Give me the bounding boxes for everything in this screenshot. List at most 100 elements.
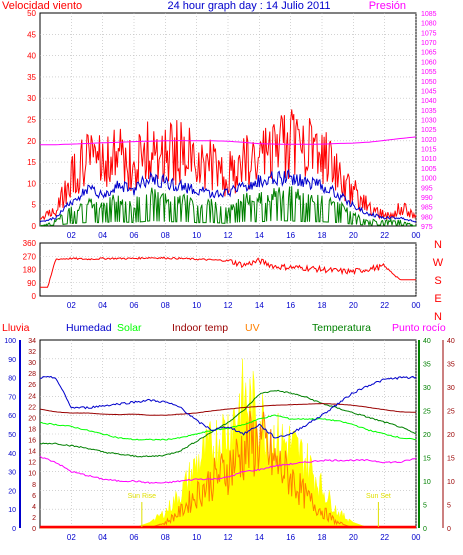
temperature-plot	[39, 358, 417, 529]
pressure-tick-label: 1015	[421, 147, 437, 154]
series-pressure-line	[40, 136, 417, 146]
x-tick-label: 02	[67, 301, 76, 310]
pressure-tick-label: 1085	[421, 11, 437, 18]
x-tick-label: 22	[380, 231, 389, 240]
pressure-tick-label: 1020	[421, 137, 437, 144]
wind-tick-label: 45	[27, 30, 36, 39]
direction-tick-label: 360	[23, 239, 37, 248]
wind-tick-label: 25	[27, 116, 36, 125]
indoor-tick-label: 28	[28, 371, 36, 378]
x-tick-label: 20	[349, 301, 358, 310]
direction-letter: N	[434, 311, 442, 323]
indoor-tick-label: 10	[28, 471, 36, 478]
pressure-tick-label: 1055	[421, 69, 437, 76]
sun-annotation-label: Sun Rise	[128, 493, 157, 500]
dewpoint-tick-label: 0	[447, 526, 451, 533]
x-tick-label: 20	[349, 533, 358, 542]
wind-tick-label: 35	[27, 73, 36, 82]
legend-item: Indoor temp	[172, 322, 228, 334]
indoor-tick-label: 24	[28, 393, 36, 400]
pressure-tick-label: 985	[421, 205, 433, 212]
direction-letter: N	[434, 239, 442, 251]
series-solar-line	[39, 414, 417, 441]
x-tick-label: 18	[318, 533, 327, 542]
pressure-tick-label: 1070	[421, 40, 437, 47]
x-tick-label: 18	[318, 301, 327, 310]
direction-tick-label: 270	[23, 252, 37, 261]
x-tick-label: 12	[224, 231, 233, 240]
x-tick-label: 14	[255, 533, 264, 542]
legend-item: UV	[245, 322, 260, 334]
x-tick-label: 10	[192, 231, 201, 240]
temperature-axes: 0102030405060708090100024681012141618202…	[4, 338, 455, 542]
legend-item: Punto rocío	[392, 322, 446, 334]
wind-axes: 0510152025303540455097598098599099510001…	[27, 9, 437, 240]
x-tick-label: 14	[255, 301, 264, 310]
direction-letter: E	[434, 293, 441, 305]
pressure-tick-label: 1045	[421, 88, 437, 95]
series-temperature-line	[39, 389, 417, 458]
x-tick-label: 18	[318, 231, 327, 240]
series-humidity-line	[39, 375, 417, 439]
wind-tick-label: 20	[27, 137, 36, 146]
humidity-tick-label: 30	[8, 470, 16, 477]
legend: Lluvia Humedad Solar Indoor temp UV Temperatu…	[2, 322, 446, 334]
pressure-tick-label: 1025	[421, 127, 437, 134]
indoor-tick-label: 34	[28, 338, 36, 345]
indoor-tick-label: 12	[28, 460, 36, 467]
graph-title: 24 hour graph day : 14 Julio 2011	[167, 0, 330, 12]
x-tick-label: 04	[98, 231, 107, 240]
indoor-tick-label: 14	[28, 449, 36, 456]
temperature-tick-label: 5	[423, 503, 427, 510]
wind-tick-label: 15	[27, 158, 36, 167]
pressure-tick-label: 1005	[421, 166, 437, 173]
pressure-tick-label: 990	[421, 195, 433, 202]
direction-plot	[40, 256, 416, 288]
legend-item: Lluvia	[2, 322, 30, 334]
x-tick-label: 06	[130, 231, 139, 240]
pressure-tick-label: 1010	[421, 156, 437, 163]
indoor-tick-label: 8	[32, 482, 36, 489]
direction-tick-label: 90	[27, 279, 36, 288]
wind-tick-label: 30	[27, 94, 36, 103]
series-dewpoint-line	[39, 455, 417, 485]
indoor-tick-label: 30	[28, 360, 36, 367]
dewpoint-tick-label: 40	[447, 338, 455, 345]
series-avg-line	[39, 168, 417, 223]
indoor-tick-label: 20	[28, 415, 36, 422]
humidity-tick-label: 0	[12, 526, 16, 533]
direction-axes: 0 90 180 270 360 02 04 06 08 10 12 14 16 18 20 22 00	[23, 239, 421, 310]
pressure-tick-label: 1060	[421, 59, 437, 66]
humidity-tick-label: 10	[8, 507, 16, 514]
legend-item: Humedad	[66, 322, 112, 334]
pressure-tick-label: 975	[421, 224, 433, 231]
series-indoor-temp-line	[39, 402, 416, 416]
x-tick-label: 08	[161, 533, 170, 542]
temperature-tick-label: 10	[423, 479, 431, 486]
indoor-tick-label: 2	[32, 515, 36, 522]
x-tick-label: 06	[130, 301, 139, 310]
x-tick-label: 08	[161, 231, 170, 240]
x-tick-label: 20	[349, 231, 358, 240]
indoor-tick-label: 6	[32, 493, 36, 500]
direction-tick-label: 180	[23, 266, 37, 275]
x-tick-label: 00	[412, 231, 421, 240]
indoor-tick-label: 4	[32, 504, 36, 511]
humidity-tick-label: 80	[8, 376, 16, 383]
direction-tick-label: 0	[32, 292, 37, 301]
x-tick-label: 00	[412, 533, 421, 542]
temperature-tick-label: 20	[423, 432, 431, 439]
wind-tick-label: 10	[27, 179, 36, 188]
x-tick-label: 16	[286, 301, 295, 310]
temperature-tick-label: 40	[423, 338, 431, 345]
x-tick-label: 02	[67, 231, 76, 240]
wind-tick-label: 50	[27, 9, 36, 18]
temperature-tick-label: 15	[423, 456, 431, 463]
humidity-tick-label: 50	[8, 432, 16, 439]
legend-item: Temperatura	[312, 322, 371, 334]
x-tick-label: 10	[192, 533, 201, 542]
x-tick-label: 22	[380, 301, 389, 310]
humidity-tick-label: 60	[8, 413, 16, 420]
